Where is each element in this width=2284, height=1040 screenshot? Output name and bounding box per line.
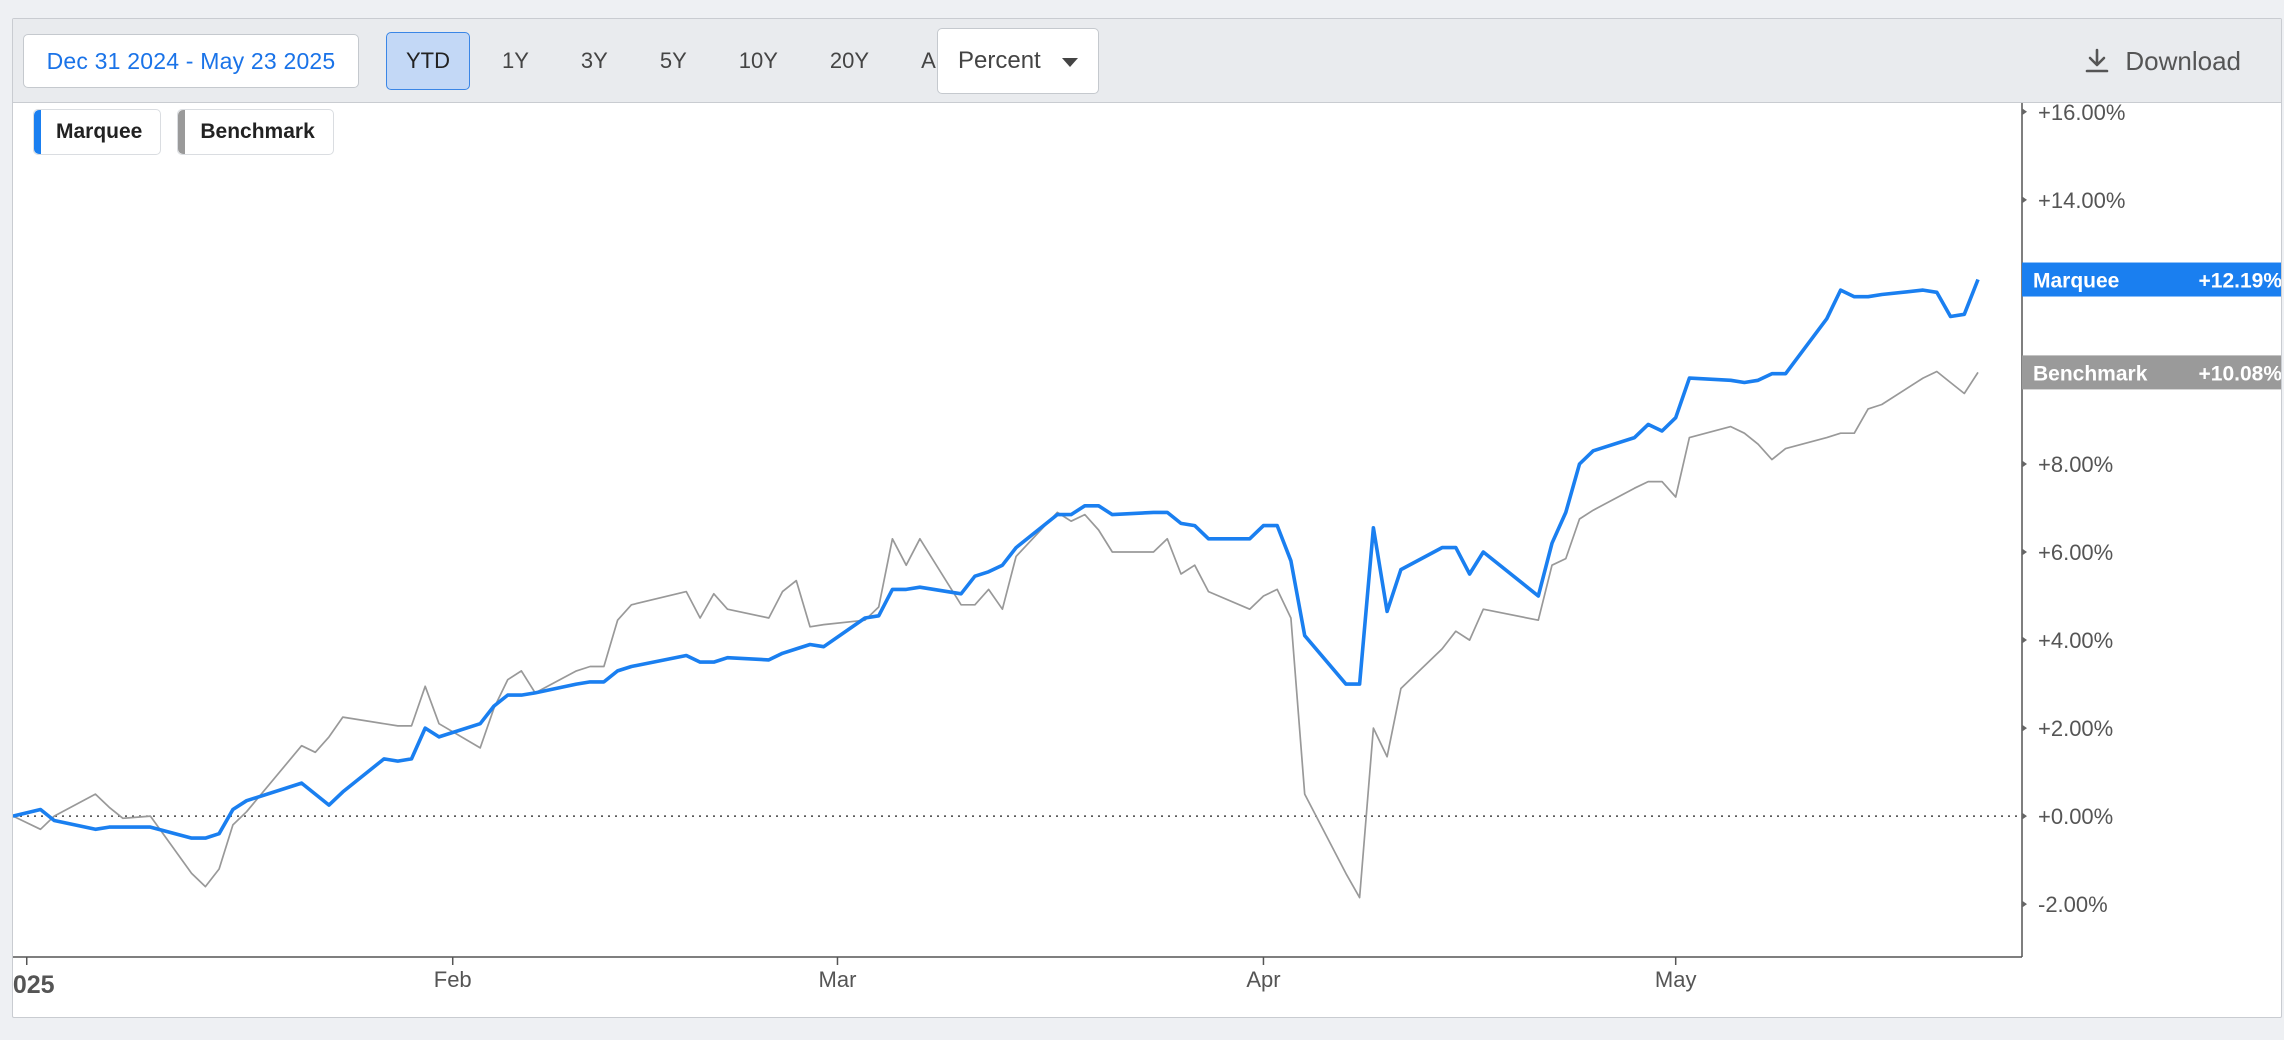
period-tab-10y[interactable]: 10Y <box>738 48 778 73</box>
performance-chart: -2.00% +0.00% +2.00% +4.00% +6.00% +8.00% +10.… <box>13 100 2283 999</box>
tag-series-value: +12.19% <box>2199 270 2283 293</box>
period-tab-ytd[interactable]: YTD <box>386 32 470 90</box>
chart-series <box>13 278 1980 899</box>
x-tick-label: Feb <box>434 967 472 992</box>
chart-widget: Dec 31 2024 - May 23 2025 YTD 1Y 3Y 5Y 1… <box>12 18 2282 1018</box>
x-tick-label: 2025 <box>13 971 55 999</box>
last-value-tag-benchmark: Benchmark +10.08% <box>2022 355 2283 390</box>
legend-item-marquee[interactable]: Marquee <box>33 109 162 155</box>
x-tick-label: Apr <box>1246 967 1280 992</box>
units-dropdown-value: Percent <box>958 47 1041 74</box>
legend-swatch-benchmark <box>178 110 186 154</box>
y-tick-mark <box>2022 636 2027 644</box>
chart-toolbar: Dec 31 2024 - May 23 2025 YTD 1Y 3Y 5Y 1… <box>13 19 2281 103</box>
period-tab-1y[interactable]: 1Y <box>502 48 529 73</box>
y-tick-label: +14.00% <box>2038 188 2125 213</box>
chart-axes: -2.00%+0.00%+2.00%+4.00%+6.00%+8.00%+10.… <box>13 100 2125 999</box>
x-tick-label: May <box>1655 967 1697 992</box>
last-value-tag-marquee: Marquee +12.19% <box>2022 262 2283 297</box>
period-tabs: YTD 1Y 3Y 5Y 10Y 20Y All <box>386 31 978 91</box>
legend-item-benchmark[interactable]: Benchmark <box>177 109 334 155</box>
tag-series-name: Marquee <box>2033 270 2119 293</box>
y-tick-mark <box>2022 900 2027 908</box>
x-tick-label: Mar <box>819 967 857 992</box>
y-tick-label: -2.00% <box>2038 892 2108 917</box>
y-tick-label: +8.00% <box>2038 452 2113 477</box>
period-tab-20y[interactable]: 20Y <box>829 48 870 73</box>
tag-series-name: Benchmark <box>2033 362 2148 385</box>
legend-label-marquee: Marquee <box>56 120 143 143</box>
chevron-down-icon <box>1062 58 1078 67</box>
period-tab-5y[interactable]: 5Y <box>659 48 687 73</box>
series-line-marquee <box>13 278 1980 840</box>
y-tick-label: +0.00% <box>2038 804 2113 829</box>
date-range-picker[interactable]: Dec 31 2024 - May 23 2025 <box>23 34 359 88</box>
tag-background <box>2022 262 2281 297</box>
y-tick-mark <box>2022 460 2027 468</box>
legend-swatch-marquee <box>34 110 41 154</box>
y-tick-label: +2.00% <box>2038 716 2113 741</box>
chart-legend: Marquee Benchmark <box>33 109 350 155</box>
y-tick-mark <box>2022 724 2027 732</box>
y-tick-mark <box>2022 548 2027 556</box>
download-label: Download <box>2125 45 2241 76</box>
y-tick-mark <box>2022 812 2027 820</box>
period-tab-3y[interactable]: 3Y <box>580 48 608 73</box>
tag-background <box>2022 355 2281 390</box>
y-tick-label: +6.00% <box>2038 540 2113 565</box>
y-tick-label: +16.00% <box>2038 100 2125 125</box>
download-icon <box>2086 48 2109 73</box>
y-tick-label: +4.00% <box>2038 628 2113 653</box>
legend-label-benchmark: Benchmark <box>200 120 315 143</box>
units-dropdown[interactable]: Percent <box>937 28 1099 94</box>
tag-series-value: +10.08% <box>2199 362 2283 385</box>
y-tick-mark <box>2022 196 2027 204</box>
last-value-tags: Marquee +12.19% Benchmark +10.08% <box>2022 262 2283 390</box>
series-line-benchmark <box>13 370 1979 899</box>
y-tick-mark <box>2022 108 2027 116</box>
download-button[interactable]: Download <box>2085 37 2241 85</box>
